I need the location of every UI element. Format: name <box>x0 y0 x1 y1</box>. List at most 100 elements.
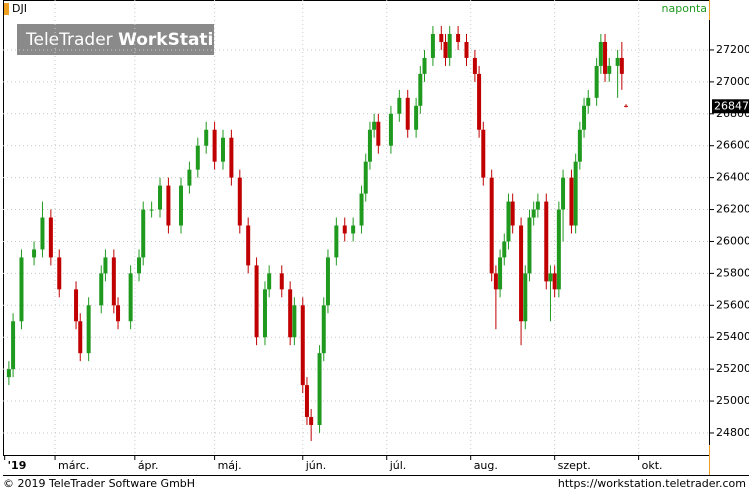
symbol-marker <box>4 3 9 15</box>
candle-body <box>456 33 461 42</box>
candle-body <box>376 121 381 146</box>
candle-body <box>418 73 423 106</box>
candle-body <box>166 185 171 226</box>
candle-body <box>603 41 608 74</box>
y-tick-label: 24800 <box>716 426 749 439</box>
candle-body <box>447 33 452 58</box>
candle-body <box>86 305 91 354</box>
candle-body <box>317 353 322 425</box>
candle-body <box>569 177 574 226</box>
candle-body <box>195 145 200 170</box>
y-tick-label: 25000 <box>716 394 749 407</box>
candle-body <box>229 137 234 178</box>
last-price-label: 26847 <box>714 99 749 112</box>
x-tick-label: aug. <box>474 459 498 472</box>
y-tick-label: 25600 <box>716 298 749 311</box>
candle-body <box>498 257 503 290</box>
candle-body <box>535 201 540 210</box>
candle-body <box>615 57 620 66</box>
y-tick-label: 26200 <box>716 203 749 216</box>
candle-body <box>292 305 297 338</box>
candle-body <box>128 273 133 322</box>
candle-body <box>397 97 402 114</box>
candle-body <box>388 113 393 146</box>
candle-body <box>359 193 364 226</box>
candle-body <box>577 129 582 162</box>
x-tick-label: szept. <box>558 459 591 472</box>
candle-body <box>607 65 612 74</box>
candle-body <box>334 225 339 258</box>
x-tick-label: '19 <box>8 459 27 472</box>
candle-body <box>212 129 217 162</box>
candle-body <box>246 225 251 266</box>
candle-body <box>624 105 629 107</box>
candle-body <box>544 201 549 282</box>
candle-body <box>187 169 192 186</box>
y-tick-label: 26600 <box>716 139 749 152</box>
candle-body <box>481 129 486 178</box>
candle-body <box>204 129 209 146</box>
y-tick-label: 26000 <box>716 234 749 247</box>
candle-body <box>309 417 314 425</box>
candle-body <box>372 121 377 130</box>
candle-body <box>582 105 587 130</box>
candle-body <box>179 185 184 226</box>
candle-body <box>116 305 121 322</box>
candle-body <box>527 217 532 274</box>
candle-body <box>506 201 511 242</box>
candle-body <box>472 57 477 74</box>
candle-body <box>594 65 599 98</box>
candle-body <box>430 33 435 58</box>
candle-body <box>288 289 293 338</box>
candle-body <box>439 33 444 42</box>
candle-body <box>493 273 498 290</box>
candle-body <box>149 209 154 211</box>
candle-body <box>19 257 24 322</box>
candle-body <box>267 273 272 290</box>
footer-left: © 2019 TeleTrader Software GmbH <box>3 477 195 490</box>
candle-body <box>586 97 591 106</box>
symbol: DJI <box>12 2 27 15</box>
candle-body <box>220 137 225 162</box>
candle-body <box>561 177 566 210</box>
x-tick-label: ápr. <box>138 459 159 472</box>
candle-body <box>502 241 507 258</box>
watermark-brand: TeleTrader <box>25 30 113 50</box>
candle-body <box>254 265 259 338</box>
candle-body <box>103 257 108 274</box>
candle-body <box>573 161 578 226</box>
y-tick-label: 25400 <box>716 330 749 343</box>
candle-body <box>325 257 330 306</box>
candle-body <box>531 209 536 218</box>
candle-body <box>57 257 62 290</box>
candle-body <box>237 177 242 226</box>
y-tick-label: 26400 <box>716 171 749 184</box>
x-tick-label: júl. <box>389 459 407 472</box>
candle-body <box>556 209 561 290</box>
candle-body <box>48 217 53 258</box>
watermark: TeleTrader WorkStation <box>25 30 237 50</box>
candle-body <box>137 257 142 274</box>
candle-body <box>300 305 305 386</box>
candle-body <box>321 305 326 354</box>
candle-body <box>141 209 146 258</box>
candle-body <box>158 185 163 210</box>
interval: naponta <box>662 2 707 15</box>
watermark-product: WorkStation <box>118 30 237 50</box>
candle-body <box>523 273 528 322</box>
candle-body <box>78 321 83 354</box>
y-tick-label: 25200 <box>716 362 749 375</box>
candle-body <box>422 57 427 74</box>
footer-right: https://workstation.teletrader.com <box>558 477 746 490</box>
candle-body <box>489 177 494 274</box>
candle-body <box>262 289 267 338</box>
x-tick-label: okt. <box>642 459 663 472</box>
candle-body <box>304 385 309 418</box>
candle-body <box>443 41 448 58</box>
candle-body <box>279 273 284 290</box>
candle-body <box>477 73 482 130</box>
x-tick-label: jún. <box>305 459 327 472</box>
y-tick-label: 27000 <box>716 75 749 88</box>
